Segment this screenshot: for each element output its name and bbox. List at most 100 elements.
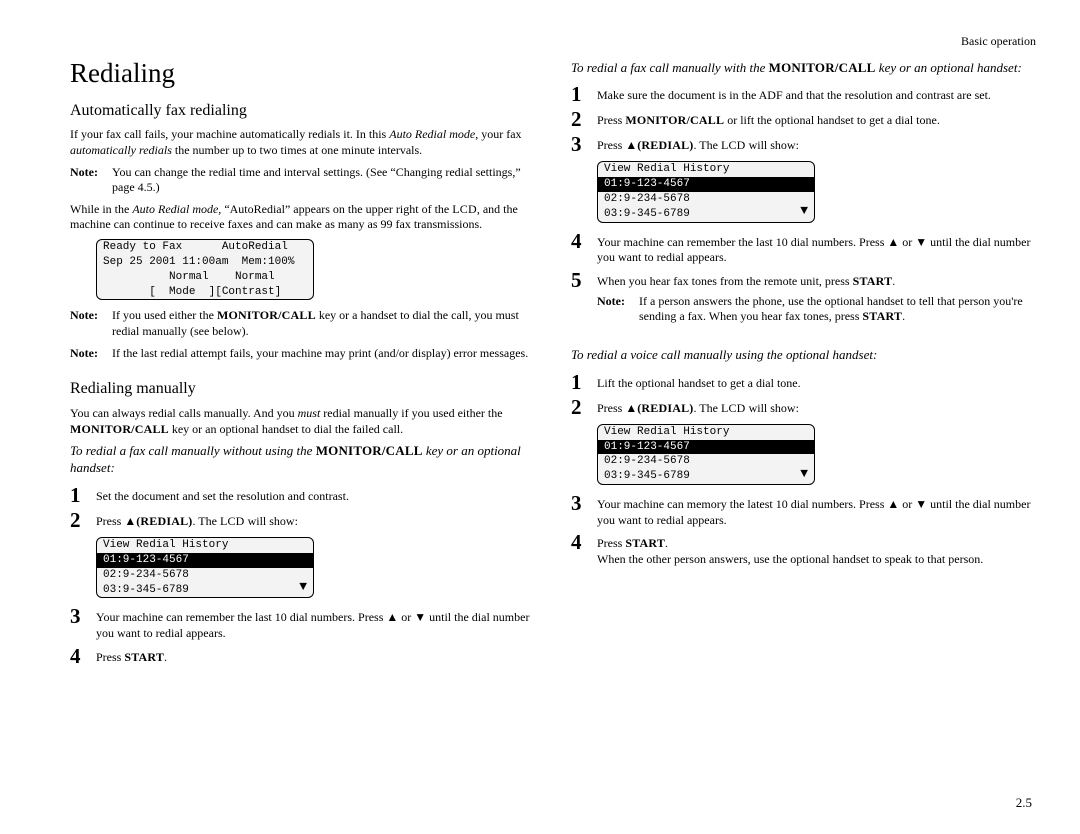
lcd-display-redial-history: View Redial History 01:9-123-4567 02:9-2… [597, 161, 815, 222]
text-sc: (REDIAL) [637, 401, 693, 415]
step-body: Press START. [96, 646, 535, 666]
page-number: 2.5 [1016, 795, 1032, 812]
text: If your fax call fails, your machine aut… [70, 127, 389, 141]
text: will show: [746, 138, 799, 152]
step-number: 2 [70, 510, 96, 531]
header-section: Basic operation [70, 34, 1036, 50]
text: If you used either the [112, 308, 217, 322]
down-arrow-icon: ▼ [800, 465, 808, 483]
page-title: Redialing [70, 56, 535, 91]
note-label: Note: [597, 294, 639, 325]
note-body: If the last redial attempt fails, your m… [112, 346, 535, 362]
text: If a person answers the phone, use the o… [639, 294, 1023, 324]
step-number: 2 [571, 109, 597, 130]
lcd-line: 03:9-345-6789 [97, 583, 313, 598]
text: redial manually if you used either the [320, 406, 502, 420]
step-number: 4 [571, 532, 597, 553]
paragraph: You can always redial calls manually. An… [70, 406, 535, 437]
lcd-display-redial-history: View Redial History 01:9-123-4567 02:9-2… [597, 424, 815, 485]
step: 3 Press ▲(REDIAL). The LCD will show: [571, 134, 1036, 155]
text: When the other person answers, use the o… [597, 552, 983, 566]
text-italic: must [298, 406, 321, 420]
text: will show: [746, 401, 799, 415]
paragraph: If your fax call fails, your machine aut… [70, 127, 535, 158]
note-label: Note: [70, 308, 112, 339]
lcd-line-selected: 01:9-123-4567 [598, 440, 814, 455]
step-body: Set the document and set the resolution … [96, 485, 535, 505]
step-number: 2 [571, 397, 597, 418]
step: 4 Press START. [70, 646, 535, 667]
lcd-line: Ready to Fax AutoRedial [97, 240, 313, 255]
text: Press [597, 536, 625, 550]
text: “AutoRedial” appears on the upper right … [221, 202, 452, 216]
text: or lift the optional handset to get a di… [724, 113, 940, 127]
step: 3 Your machine can remember the last 10 … [70, 606, 535, 641]
page-columns: Redialing Automatically fax redialing If… [70, 56, 1036, 671]
text-sc: START [853, 274, 893, 288]
step-body: Make sure the document is in the ADF and… [597, 84, 1036, 104]
text-sc: START [625, 536, 665, 550]
step: 4 Press START. When the other person ans… [571, 532, 1036, 567]
text: While in the [70, 202, 132, 216]
note: Note: If you used either the MONITOR/CAL… [70, 308, 535, 339]
lcd-line: 02:9-234-5678 [97, 568, 313, 583]
step-body: Press MONITOR/CALL or lift the optional … [597, 109, 1036, 129]
text-sc: LCD [721, 138, 746, 152]
step: 1 Lift the optional handset to get a dia… [571, 372, 1036, 393]
text-sc: MONITOR/CALL [625, 113, 724, 127]
text: , your fax [475, 127, 521, 141]
text: To redial a fax call manually with the [571, 60, 769, 75]
text-italic: Auto Redial mode, [132, 202, 221, 216]
note: Note: If the last redial attempt fails, … [70, 346, 535, 362]
note-body: If a person answers the phone, use the o… [639, 294, 1036, 325]
text: . The [193, 514, 220, 528]
step: 4 Your machine can remember the last 10 … [571, 231, 1036, 266]
text-italic: Auto Redial mode [389, 127, 475, 141]
down-arrow-icon: ▼ [299, 578, 307, 596]
text: key or an optional handset to dial the f… [169, 422, 403, 436]
step-body: Your machine can remember the last 10 di… [96, 606, 535, 641]
text: key or an optional handset: [876, 60, 1022, 75]
step-number: 1 [571, 84, 597, 105]
procedure-intro: To redial a fax call manually without us… [70, 443, 535, 477]
step: 2 Press ▲(REDIAL). The LCD will show: [70, 510, 535, 531]
step: 1 Make sure the document is in the ADF a… [571, 84, 1036, 105]
step-body: Your machine can memory the latest 10 di… [597, 493, 1036, 528]
step-body: Lift the optional handset to get a dial … [597, 372, 1036, 392]
procedure-intro: To redial a fax call manually with the M… [571, 60, 1036, 77]
lcd-line: Sep 25 2001 11:00am Mem:100% [97, 255, 313, 270]
step: 2 Press MONITOR/CALL or lift the optiona… [571, 109, 1036, 130]
text-sc: (REDIAL) [637, 138, 693, 152]
step-number: 3 [571, 493, 597, 514]
text-sc: LCD [452, 202, 477, 216]
text: You can always redial calls manually. An… [70, 406, 298, 420]
lcd-line: View Redial History [598, 162, 814, 177]
text: To redial a fax call manually without us… [70, 443, 316, 458]
text-sc: MONITOR/CALL [70, 422, 169, 436]
step-number: 3 [571, 134, 597, 155]
lcd-line-selected: 01:9-123-4567 [598, 177, 814, 192]
lcd-display-autoredial: Ready to Fax AutoRedial Sep 25 2001 11:0… [96, 239, 314, 300]
left-column: Redialing Automatically fax redialing If… [70, 56, 535, 671]
text-sc: MONITOR/CALL [316, 443, 423, 458]
text-sc: MONITOR/CALL [769, 60, 876, 75]
text: When you hear fax tones from the remote … [597, 274, 853, 288]
note: Note: You can change the redial time and… [70, 165, 535, 196]
step: 1 Set the document and set the resolutio… [70, 485, 535, 506]
step-number: 3 [70, 606, 96, 627]
text: will show: [245, 514, 298, 528]
step-number: 5 [571, 270, 597, 291]
step: 3 Your machine can memory the latest 10 … [571, 493, 1036, 528]
step-body: Press ▲(REDIAL). The LCD will show: [96, 510, 535, 530]
note-body: If you used either the MONITOR/CALL key … [112, 308, 535, 339]
heading-auto-redial: Automatically fax redialing [70, 101, 535, 122]
note-label: Note: [70, 346, 112, 362]
down-arrow-icon: ▼ [800, 202, 808, 220]
right-column: To redial a fax call manually with the M… [571, 56, 1036, 671]
lcd-line: Normal Normal [97, 270, 313, 285]
lcd-line: View Redial History [97, 538, 313, 553]
text: . The [694, 401, 721, 415]
text: Press ▲ [597, 401, 637, 415]
text: the number up to two times at one minute… [172, 143, 422, 157]
step-body: Press ▲(REDIAL). The LCD will show: [597, 134, 1036, 154]
